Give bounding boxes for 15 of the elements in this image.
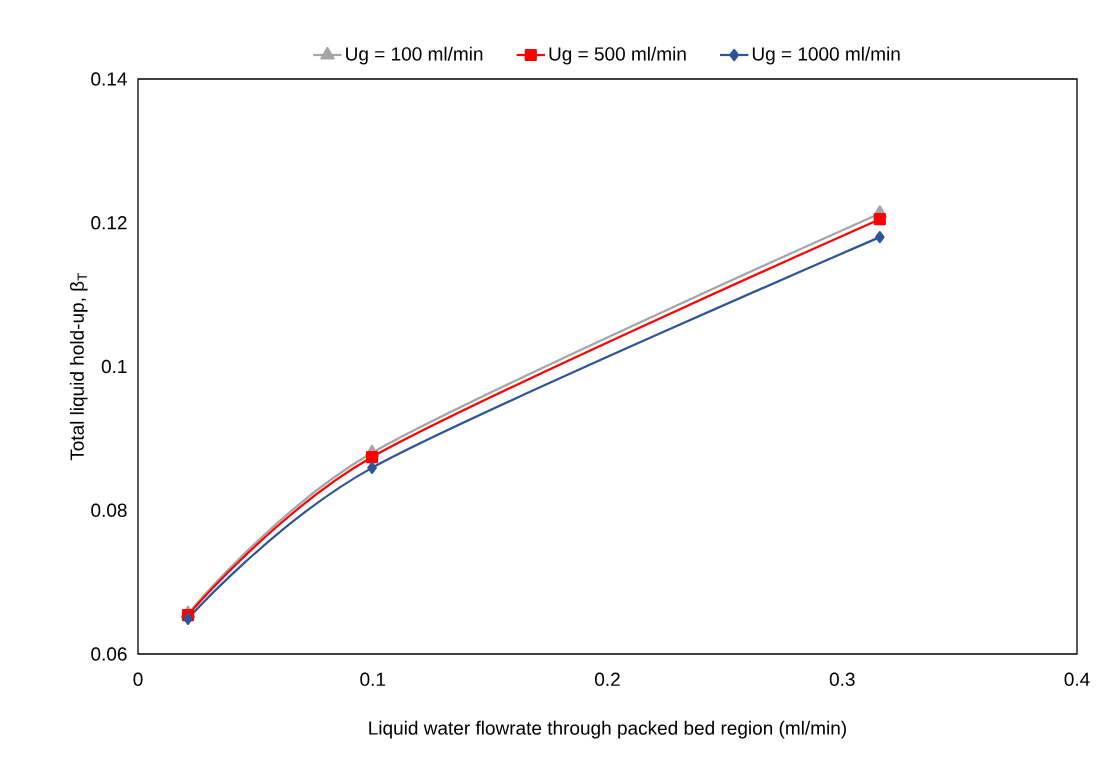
x-tick-label: 0	[133, 672, 143, 686]
x-tick-label: 0.2	[595, 672, 620, 686]
x-tick-label: 0.3	[829, 672, 855, 686]
legend-label: Ug = 1000 ml/min	[752, 46, 900, 65]
y-tick-label: 0.08	[91, 503, 127, 517]
x-tick-label: 0.1	[360, 672, 386, 686]
x-tick-label: 0.4	[1064, 672, 1090, 686]
x-axis-title: Liquid water flowrate through packed bed region (ml/min)	[369, 720, 846, 739]
legend-label: Ug = 100 ml/min	[346, 46, 483, 65]
y-axis-title: Total liquid hold-up, β$_{T}$	[69, 273, 88, 461]
y-tick-label: 0.12	[91, 216, 127, 230]
y-tick-label: 0.14	[91, 72, 127, 86]
y-tick-label: 0.06	[91, 647, 127, 661]
y-tick-label: 0.1	[101, 359, 127, 374]
legend-label: Ug = 500 ml/min	[549, 46, 686, 65]
